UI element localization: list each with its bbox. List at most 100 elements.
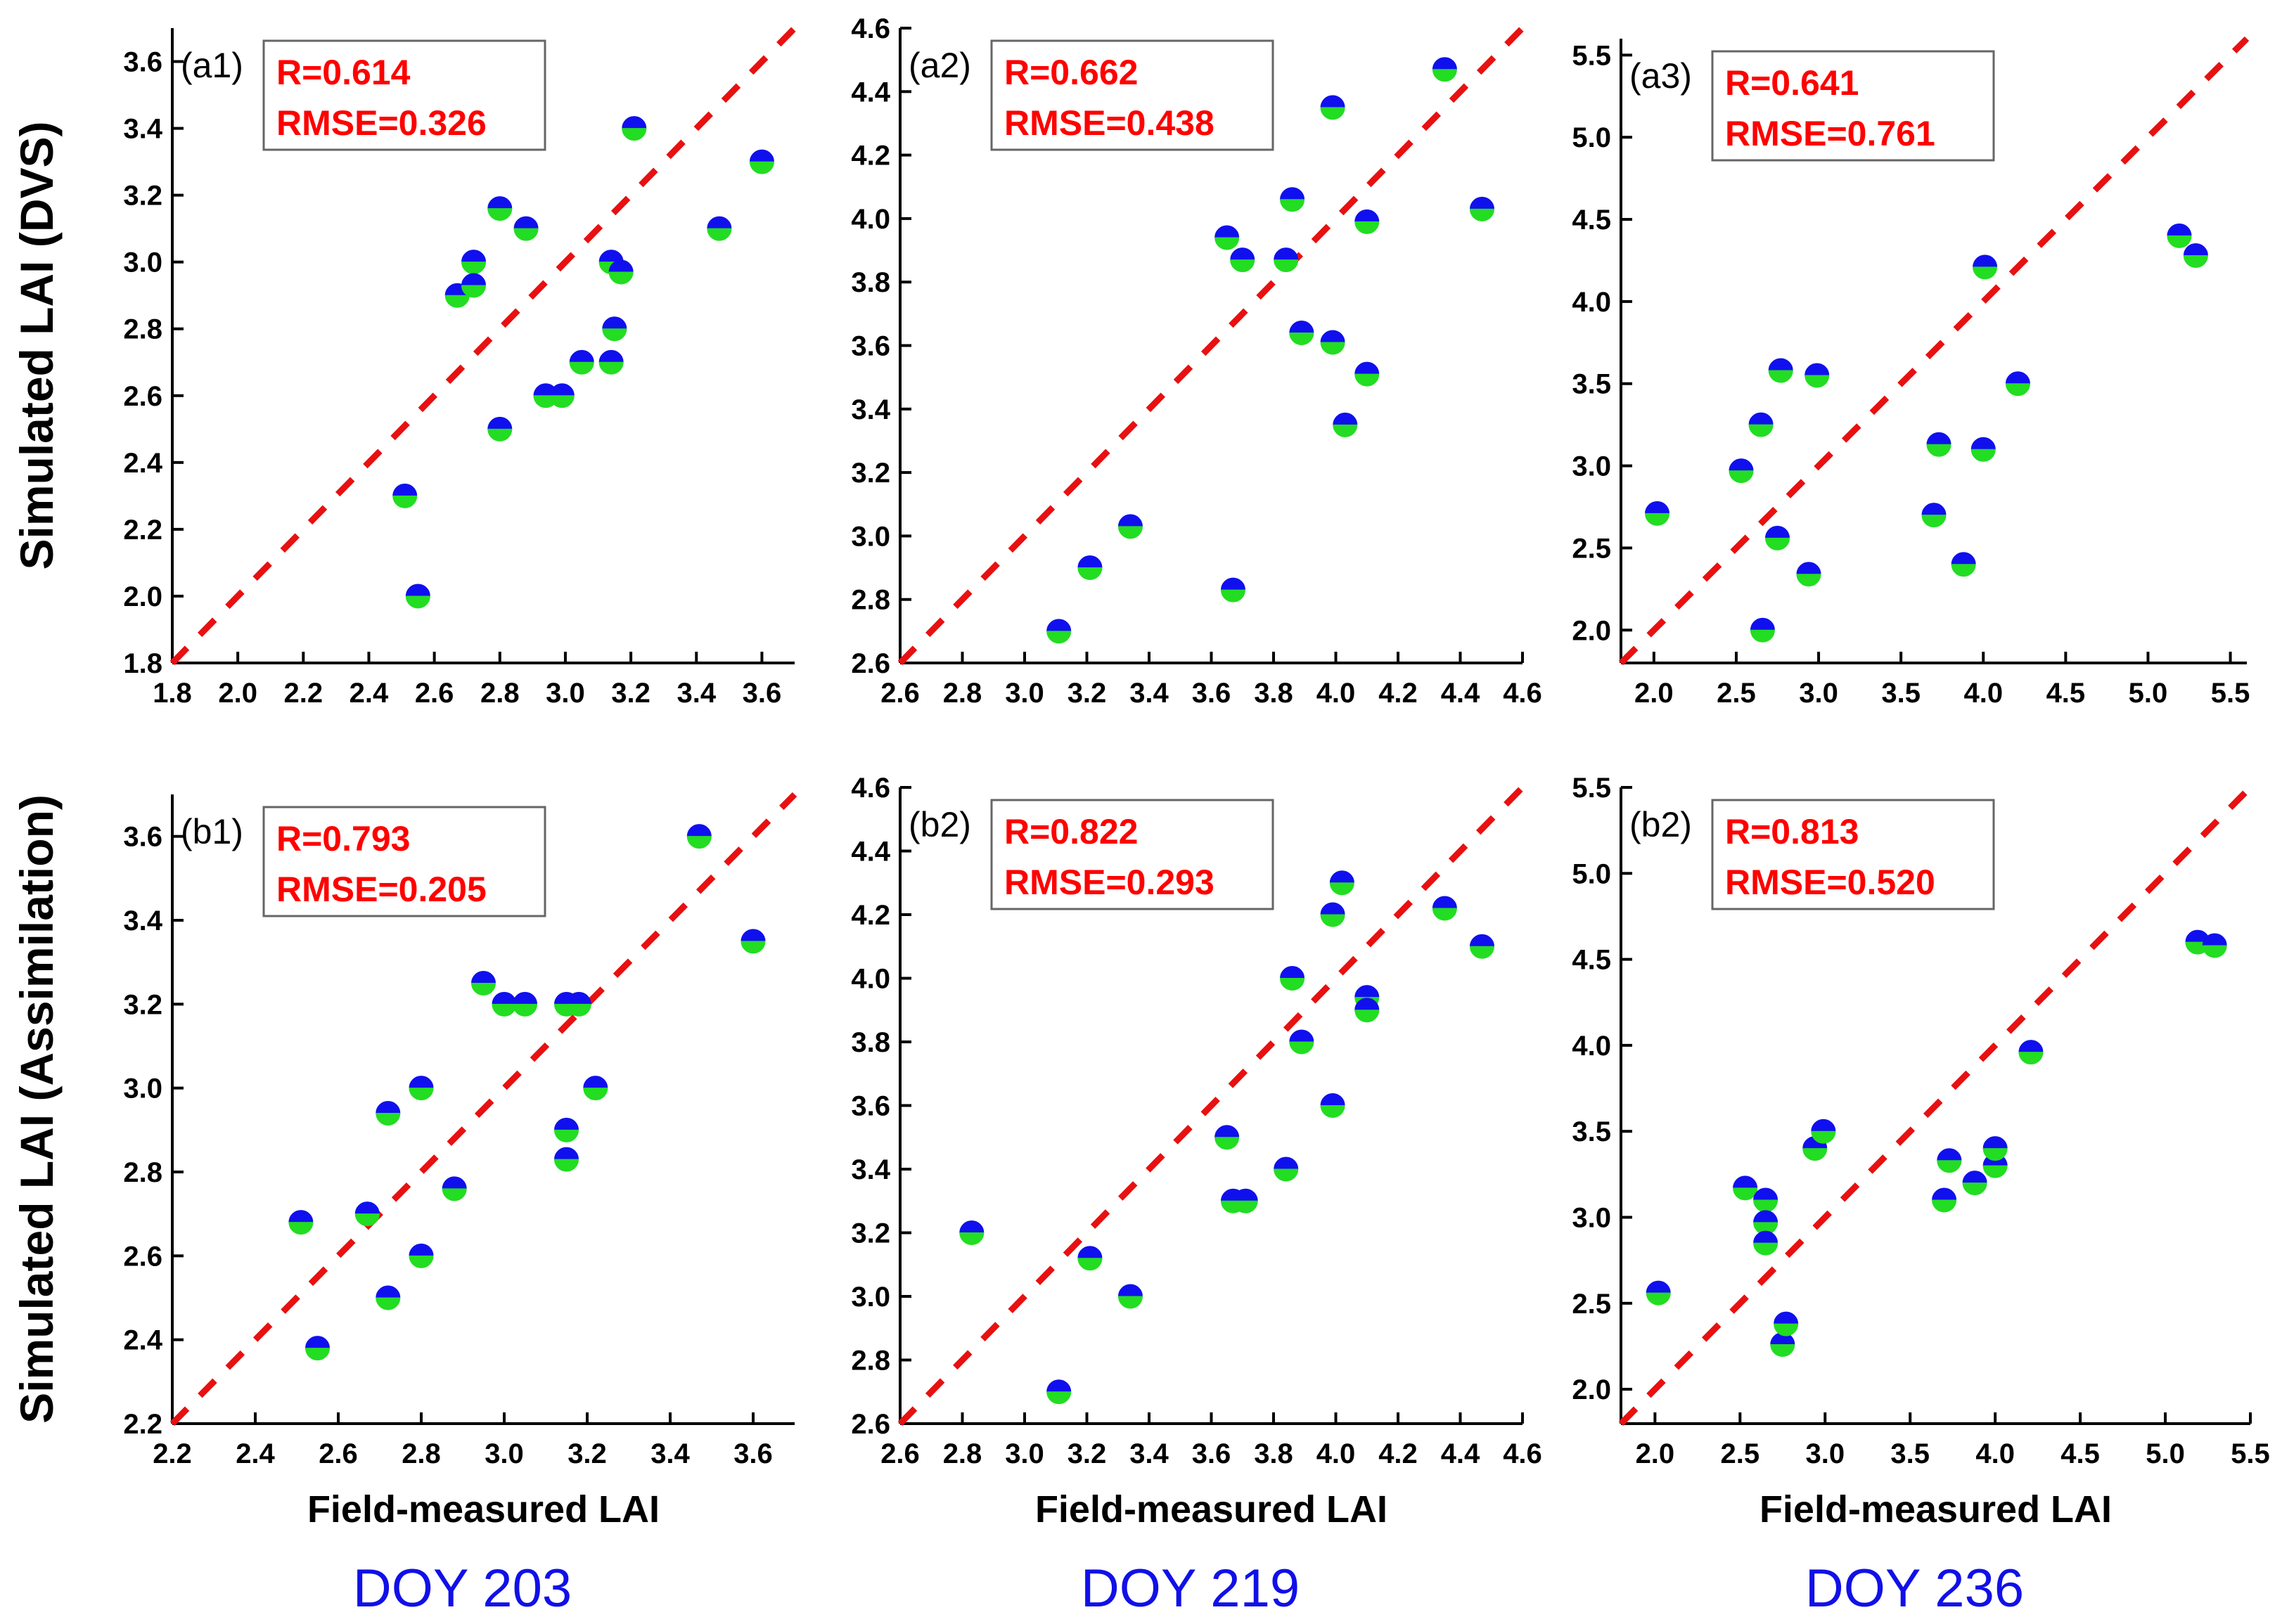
r-value: R=0.813 [1725,812,1859,851]
x-tick-label: 4.0 [1975,1438,2015,1469]
x-axis-label: Field-measured LAI [307,1488,660,1530]
data-point-top [409,1076,434,1089]
x-tick-label: 5.0 [2146,1438,2185,1469]
data-point-top [492,991,517,1005]
data-point-bottom [749,161,774,174]
x-tick-label: 2.2 [153,1438,192,1469]
x-tick-label: 3.8 [1254,678,1293,709]
y-tick-label: 2.6 [851,648,890,679]
y-tick-label: 4.6 [851,773,890,804]
one-to-one-line [169,792,797,1426]
data-point-bottom [354,1213,380,1227]
x-tick-label: 3.8 [1254,1438,1293,1469]
x-tick-label: 2.6 [880,678,920,709]
data-point [1973,254,1998,280]
data-point [1289,320,1314,345]
x-tick-label: 3.4 [1129,678,1169,709]
doy-caption: DOY 236 [1805,1559,2024,1618]
data-point-top [461,273,487,286]
data-point-bottom [1214,1137,1240,1150]
x-axis-label: Field-measured LAI [1759,1488,2112,1530]
data-point-top [487,196,513,210]
panel-b3: 2.0 2.5 3.0 3.5 4.0 4.5 5.0 5.5 2.0 2.5 3.0 3.5 4.0 4… [1572,773,2269,1618]
data-point [1951,552,1976,577]
data-point [409,1076,434,1101]
y-tick-label: 4.2 [851,900,890,931]
data-point [608,259,634,285]
x-tick-label: 5.5 [2231,1438,2270,1469]
data-point-bottom [1469,208,1494,221]
data-point-top [1921,503,1947,516]
data-point-top [1805,363,1830,376]
rmse-value: RMSE=0.520 [1725,863,1935,902]
data-point [1274,247,1299,273]
data-point-bottom [1932,1199,1957,1213]
data-point-bottom [686,836,712,849]
rmse-value: RMSE=0.205 [276,870,487,909]
x-tick-label: 2.6 [880,1438,920,1469]
data-point [622,116,647,141]
data-point-bottom [1233,1200,1258,1213]
data-point-bottom [1970,449,1996,462]
r-value: R=0.662 [1004,53,1138,92]
data-point-bottom [487,428,513,442]
x-tick-label: 2.4 [350,678,389,709]
data-point-bottom [1320,342,1345,355]
data-point-top [376,1285,401,1298]
panel-b2: 2.6 2.8 3.0 3.2 3.4 3.6 3.8 4.0 4.2 4.4 4.6 2.6 2.8 3… [851,773,1541,1618]
data-point [405,584,430,609]
data-point-bottom [2018,1052,2044,1065]
data-point [1046,1379,1072,1405]
data-point [305,1336,331,1361]
data-point-top [2167,223,2192,236]
y-tick-label: 4.5 [1572,945,1611,976]
data-point-bottom [376,1112,401,1126]
data-point-bottom [1354,373,1380,387]
data-point-top [959,1220,985,1233]
data-point [741,929,766,954]
data-point-bottom [1333,424,1358,437]
one-to-one-line [169,25,797,666]
y-tick-label: 2.6 [123,381,162,412]
x-tick-label: 4.5 [2060,1438,2100,1469]
data-point [288,1210,314,1235]
data-point [1329,870,1354,896]
data-point [1926,432,1951,457]
x-tick-label: 2.6 [319,1438,358,1469]
y-tick-label: 2.4 [123,1325,162,1356]
y-tick-label: 3.0 [123,1074,162,1104]
y-tick-label: 1.8 [123,648,162,679]
data-point-bottom [1077,567,1103,581]
data-point [487,196,513,221]
x-tick-label: 4.4 [1441,1438,1480,1469]
rmse-value: RMSE=0.761 [1725,114,1935,153]
data-point [1220,577,1245,602]
data-point [2202,933,2227,958]
data-point [1354,361,1380,387]
data-point [512,991,538,1017]
data-point-top [487,416,513,430]
data-point [376,1100,401,1126]
data-point [602,316,627,342]
data-point-bottom [1937,1160,1962,1173]
x-tick-label: 3.2 [1068,678,1107,709]
data-point-top [1469,934,1494,947]
data-point-top [1320,330,1345,343]
panel-label: (a1) [181,46,243,85]
data-point-top [2183,243,2208,256]
data-point-bottom [602,328,627,342]
data-point-bottom [1768,370,1793,383]
data-point-bottom [741,941,766,954]
data-point-bottom [566,1003,591,1017]
one-to-one-line [897,25,1525,666]
data-point [1354,998,1380,1023]
x-tick-label: 3.2 [1068,1438,1107,1469]
data-point [1753,1187,1778,1213]
data-point-top [1214,1125,1240,1138]
data-point-top [305,1336,331,1349]
data-point-bottom [1220,589,1245,602]
x-tick-label: 1.8 [153,678,192,709]
x-tick-label: 3.0 [1799,678,1838,709]
panel-label: (a2) [909,46,971,85]
